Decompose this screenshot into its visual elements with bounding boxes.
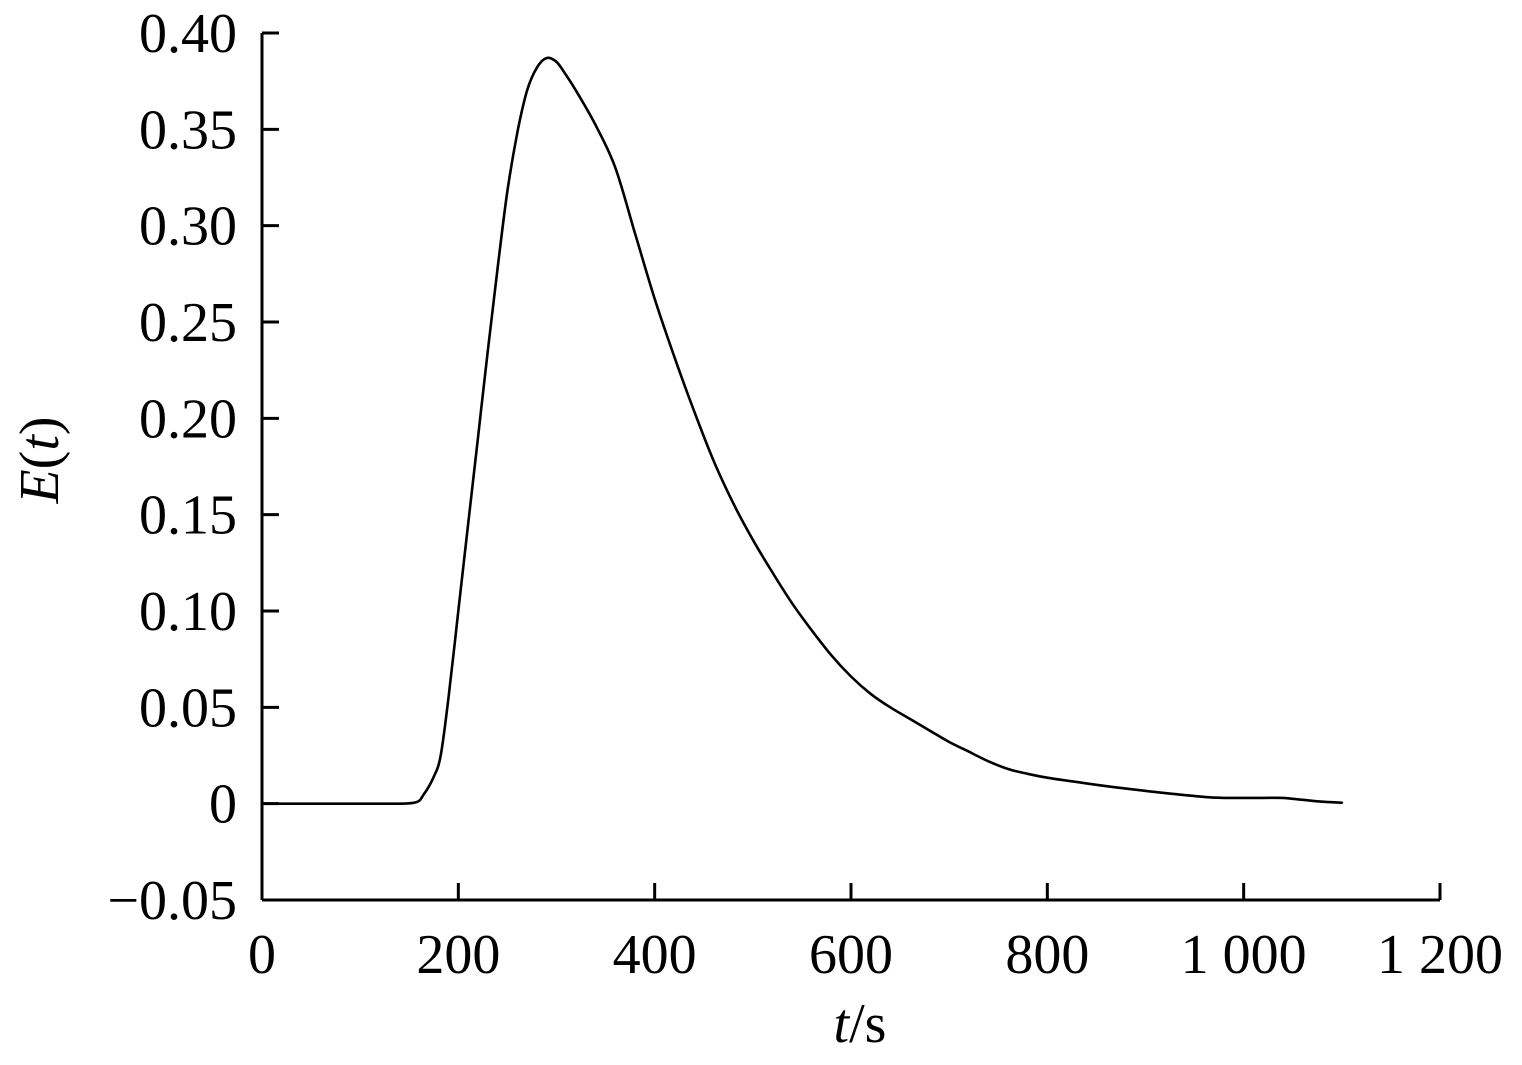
- x-ticks: 0 200 400 600 800 1 000 1 200: [248, 883, 1503, 986]
- y-tick-label: 0.15: [139, 485, 237, 547]
- y-tick-label: 0.25: [139, 292, 237, 354]
- x-axis-label-unit: /s: [849, 993, 886, 1055]
- y-tick-label: −0.05: [107, 870, 237, 932]
- series-group: [260, 56, 1344, 806]
- x-tick-label: 800: [1005, 924, 1089, 986]
- y-tick-label: 0.20: [139, 388, 237, 450]
- x-tick-label: 400: [613, 924, 697, 986]
- x-tick-label: 200: [416, 924, 500, 986]
- x-tick-label: 1 200: [1377, 924, 1503, 986]
- y-tick-label: 0.40: [139, 3, 237, 65]
- y-ticks: −0.05 0 0.05 0.10 0.15 0.20 0.25 0.30 0.35 0.40: [107, 3, 279, 932]
- y-tick-label: 0: [209, 774, 237, 836]
- y-axis-label: E(t): [9, 416, 71, 504]
- y-axis-label-open: (: [9, 451, 71, 470]
- x-tick-label: 0: [248, 924, 276, 986]
- x-tick-label: 600: [809, 924, 893, 986]
- y-axis-label-arg: t: [9, 434, 71, 451]
- x-axis-label: t/s: [834, 993, 887, 1055]
- y-axis-label-close: ): [9, 416, 71, 435]
- series-line: [260, 56, 1344, 806]
- x-tick-label: 1 000: [1181, 924, 1307, 986]
- y-tick-label: 0.05: [139, 677, 237, 739]
- y-tick-label: 0.35: [139, 99, 237, 161]
- y-tick-label: 0.10: [139, 581, 237, 643]
- y-axis-label-var: E: [9, 469, 71, 504]
- x-axis-label-var: t: [834, 993, 851, 1055]
- y-tick-label: 0.30: [139, 196, 237, 258]
